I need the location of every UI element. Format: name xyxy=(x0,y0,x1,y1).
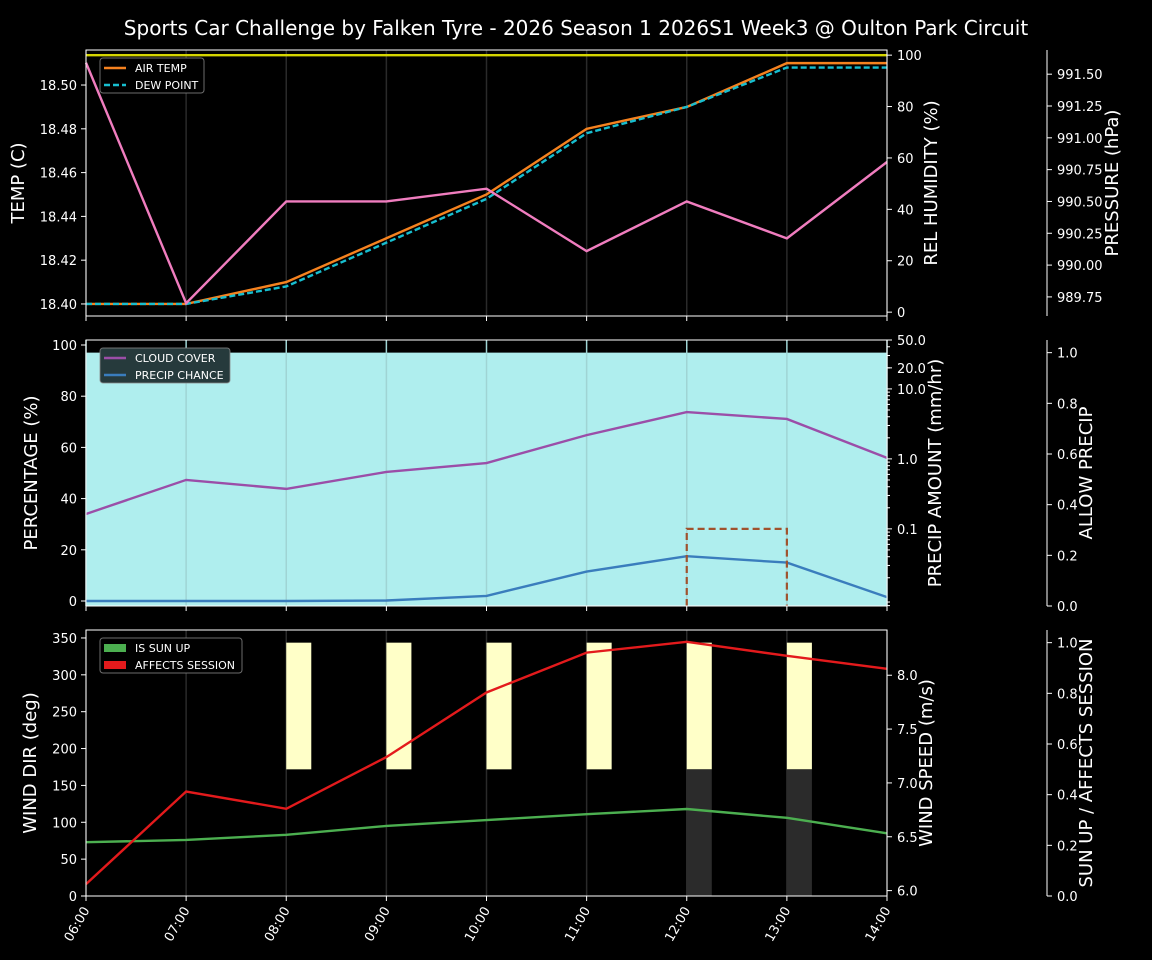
right-tick-label: 0 xyxy=(897,306,905,321)
right-axis-label: PRECIP AMOUNT (mm/hr) xyxy=(925,359,946,588)
left-tick-label: 150 xyxy=(52,779,77,794)
left-tick-label: 200 xyxy=(52,743,77,758)
left-tick-label: 250 xyxy=(52,706,77,721)
left-tick-label: 100 xyxy=(52,816,77,831)
right2-tick-label: 990.25 xyxy=(1057,227,1103,242)
sun-up-bar xyxy=(286,642,312,770)
sun-up-bar xyxy=(686,642,712,770)
legend-label: AFFECTS SESSION xyxy=(135,659,235,672)
right-tick-label: 6.5 xyxy=(897,831,918,846)
legend-box xyxy=(99,347,231,384)
legend: IS SUN UP AFFECTS SESSION xyxy=(99,637,243,674)
legend: AIR TEMP DEW POINT xyxy=(99,57,205,94)
right-tick-label: 8.0 xyxy=(897,669,918,684)
legend: CLOUD COVER PRECIP CHANCE xyxy=(99,347,231,384)
right2-tick-label: 991.25 xyxy=(1057,100,1103,115)
right2-axis-label: PRESSURE (hPa) xyxy=(1102,110,1123,257)
right2-tick-label: 0.6 xyxy=(1057,738,1078,753)
affects-session-bar xyxy=(786,769,812,896)
right-tick-label: 1.0 xyxy=(897,453,918,468)
right-tick-label: 7.5 xyxy=(897,723,918,738)
sun-up-bar xyxy=(486,642,512,770)
legend-label: CLOUD COVER xyxy=(135,352,216,365)
right2-tick-label: 0.2 xyxy=(1057,549,1078,564)
cloud-cover-line xyxy=(85,410,888,516)
sun-up-bar xyxy=(786,642,812,770)
right-tick-label: 6.0 xyxy=(897,885,918,900)
left-tick-label: 40 xyxy=(60,493,77,508)
left-tick-label: 60 xyxy=(60,441,77,456)
right2-tick-label: 991.00 xyxy=(1057,132,1103,147)
right-tick-label: 7.0 xyxy=(897,777,918,792)
right2-axis-label: SUN UP / AFFECTS SESSION xyxy=(1076,638,1097,887)
right-tick-label: 40 xyxy=(897,203,914,218)
right2-tick-label: 0.8 xyxy=(1057,687,1078,702)
right2-tick-label: 0.6 xyxy=(1057,448,1078,463)
right2-tick-label: 0.0 xyxy=(1057,600,1078,615)
left-tick-label: 80 xyxy=(60,390,77,405)
wind-speed-line xyxy=(85,640,888,886)
left-axis-label: PERCENTAGE (%) xyxy=(21,395,42,550)
air-temp-line xyxy=(86,61,887,306)
left-tick-label: 350 xyxy=(52,632,77,647)
right2-tick-label: 991.50 xyxy=(1057,68,1103,83)
sun-up-bar xyxy=(586,642,612,770)
pressure-line xyxy=(84,62,888,306)
right-axis-label: WIND SPEED (m/s) xyxy=(916,679,937,847)
dew-point-line xyxy=(86,66,887,306)
right2-tick-label: 0.4 xyxy=(1057,789,1078,804)
right2-axis-label: ALLOW PRECIP xyxy=(1076,406,1097,539)
right2-tick-label: 990.75 xyxy=(1057,164,1103,179)
left-tick-label: 18.40 xyxy=(40,298,77,313)
legend-label: PRECIP CHANCE xyxy=(135,369,224,382)
right2-tick-label: 990.50 xyxy=(1057,195,1103,210)
left-tick-label: 20 xyxy=(60,544,77,559)
panel-2: 0 20 40 60 80 100 0.1 1.0 10.0 20.0 50.0 0.0 0.2 0.4 0… xyxy=(21,334,1097,615)
left-tick-label: 18.50 xyxy=(40,79,77,94)
legend-label: DEW POINT xyxy=(135,79,199,92)
right-tick-label: 60 xyxy=(897,152,914,167)
left-tick-label: 18.44 xyxy=(40,210,77,225)
right-axis-label: REL HUMIDITY (%) xyxy=(921,100,942,265)
right2-tick-label: 989.75 xyxy=(1057,291,1103,306)
precip-amount-line xyxy=(685,527,788,606)
panel-1: 18.40 18.42 18.44 18.46 18.48 18.50 0 20 40 60 80 1… xyxy=(8,49,1123,321)
legend-box xyxy=(99,637,243,674)
right-tick-label: 80 xyxy=(897,101,914,116)
right2-tick-label: 1.0 xyxy=(1057,637,1078,652)
right-tick-label: 100 xyxy=(897,49,922,64)
affects-session-bar xyxy=(686,769,712,896)
legend-label: AIR TEMP xyxy=(135,62,187,75)
precip-chance-line xyxy=(86,554,888,603)
right2-tick-label: 0.2 xyxy=(1057,839,1078,854)
right2-tick-label: 1.0 xyxy=(1057,347,1078,362)
right-tick-label: 10.0 xyxy=(897,383,926,398)
left-tick-label: 18.46 xyxy=(40,167,77,182)
right2-tick-label: 0.0 xyxy=(1057,890,1078,905)
legend-swatch xyxy=(104,661,126,669)
right-tick-label: 20 xyxy=(897,255,914,270)
left-axis-label: WIND DIR (deg) xyxy=(20,692,41,834)
left-tick-label: 0 xyxy=(69,890,77,905)
legend-swatch xyxy=(104,644,126,652)
left-tick-label: 0 xyxy=(69,595,77,610)
wind-dir-line xyxy=(85,807,888,844)
left-tick-label: 50 xyxy=(60,853,77,868)
right-tick-label: 50.0 xyxy=(897,334,926,349)
left-tick-label: 300 xyxy=(52,669,77,684)
left-tick-label: 18.48 xyxy=(40,123,77,138)
left-axis-label: TEMP (C) xyxy=(8,142,29,224)
legend-label: IS SUN UP xyxy=(135,642,191,655)
left-tick-label: 100 xyxy=(52,339,77,354)
right2-tick-label: 990.00 xyxy=(1057,259,1103,274)
right2-tick-label: 0.8 xyxy=(1057,397,1078,412)
right-tick-label: 0.1 xyxy=(897,523,918,538)
left-tick-label: 18.42 xyxy=(40,254,77,269)
right2-tick-label: 0.4 xyxy=(1057,499,1078,514)
chart-title: Sports Car Challenge by Falken Tyre - 20… xyxy=(124,16,1029,40)
right-tick-label: 20.0 xyxy=(897,362,926,377)
